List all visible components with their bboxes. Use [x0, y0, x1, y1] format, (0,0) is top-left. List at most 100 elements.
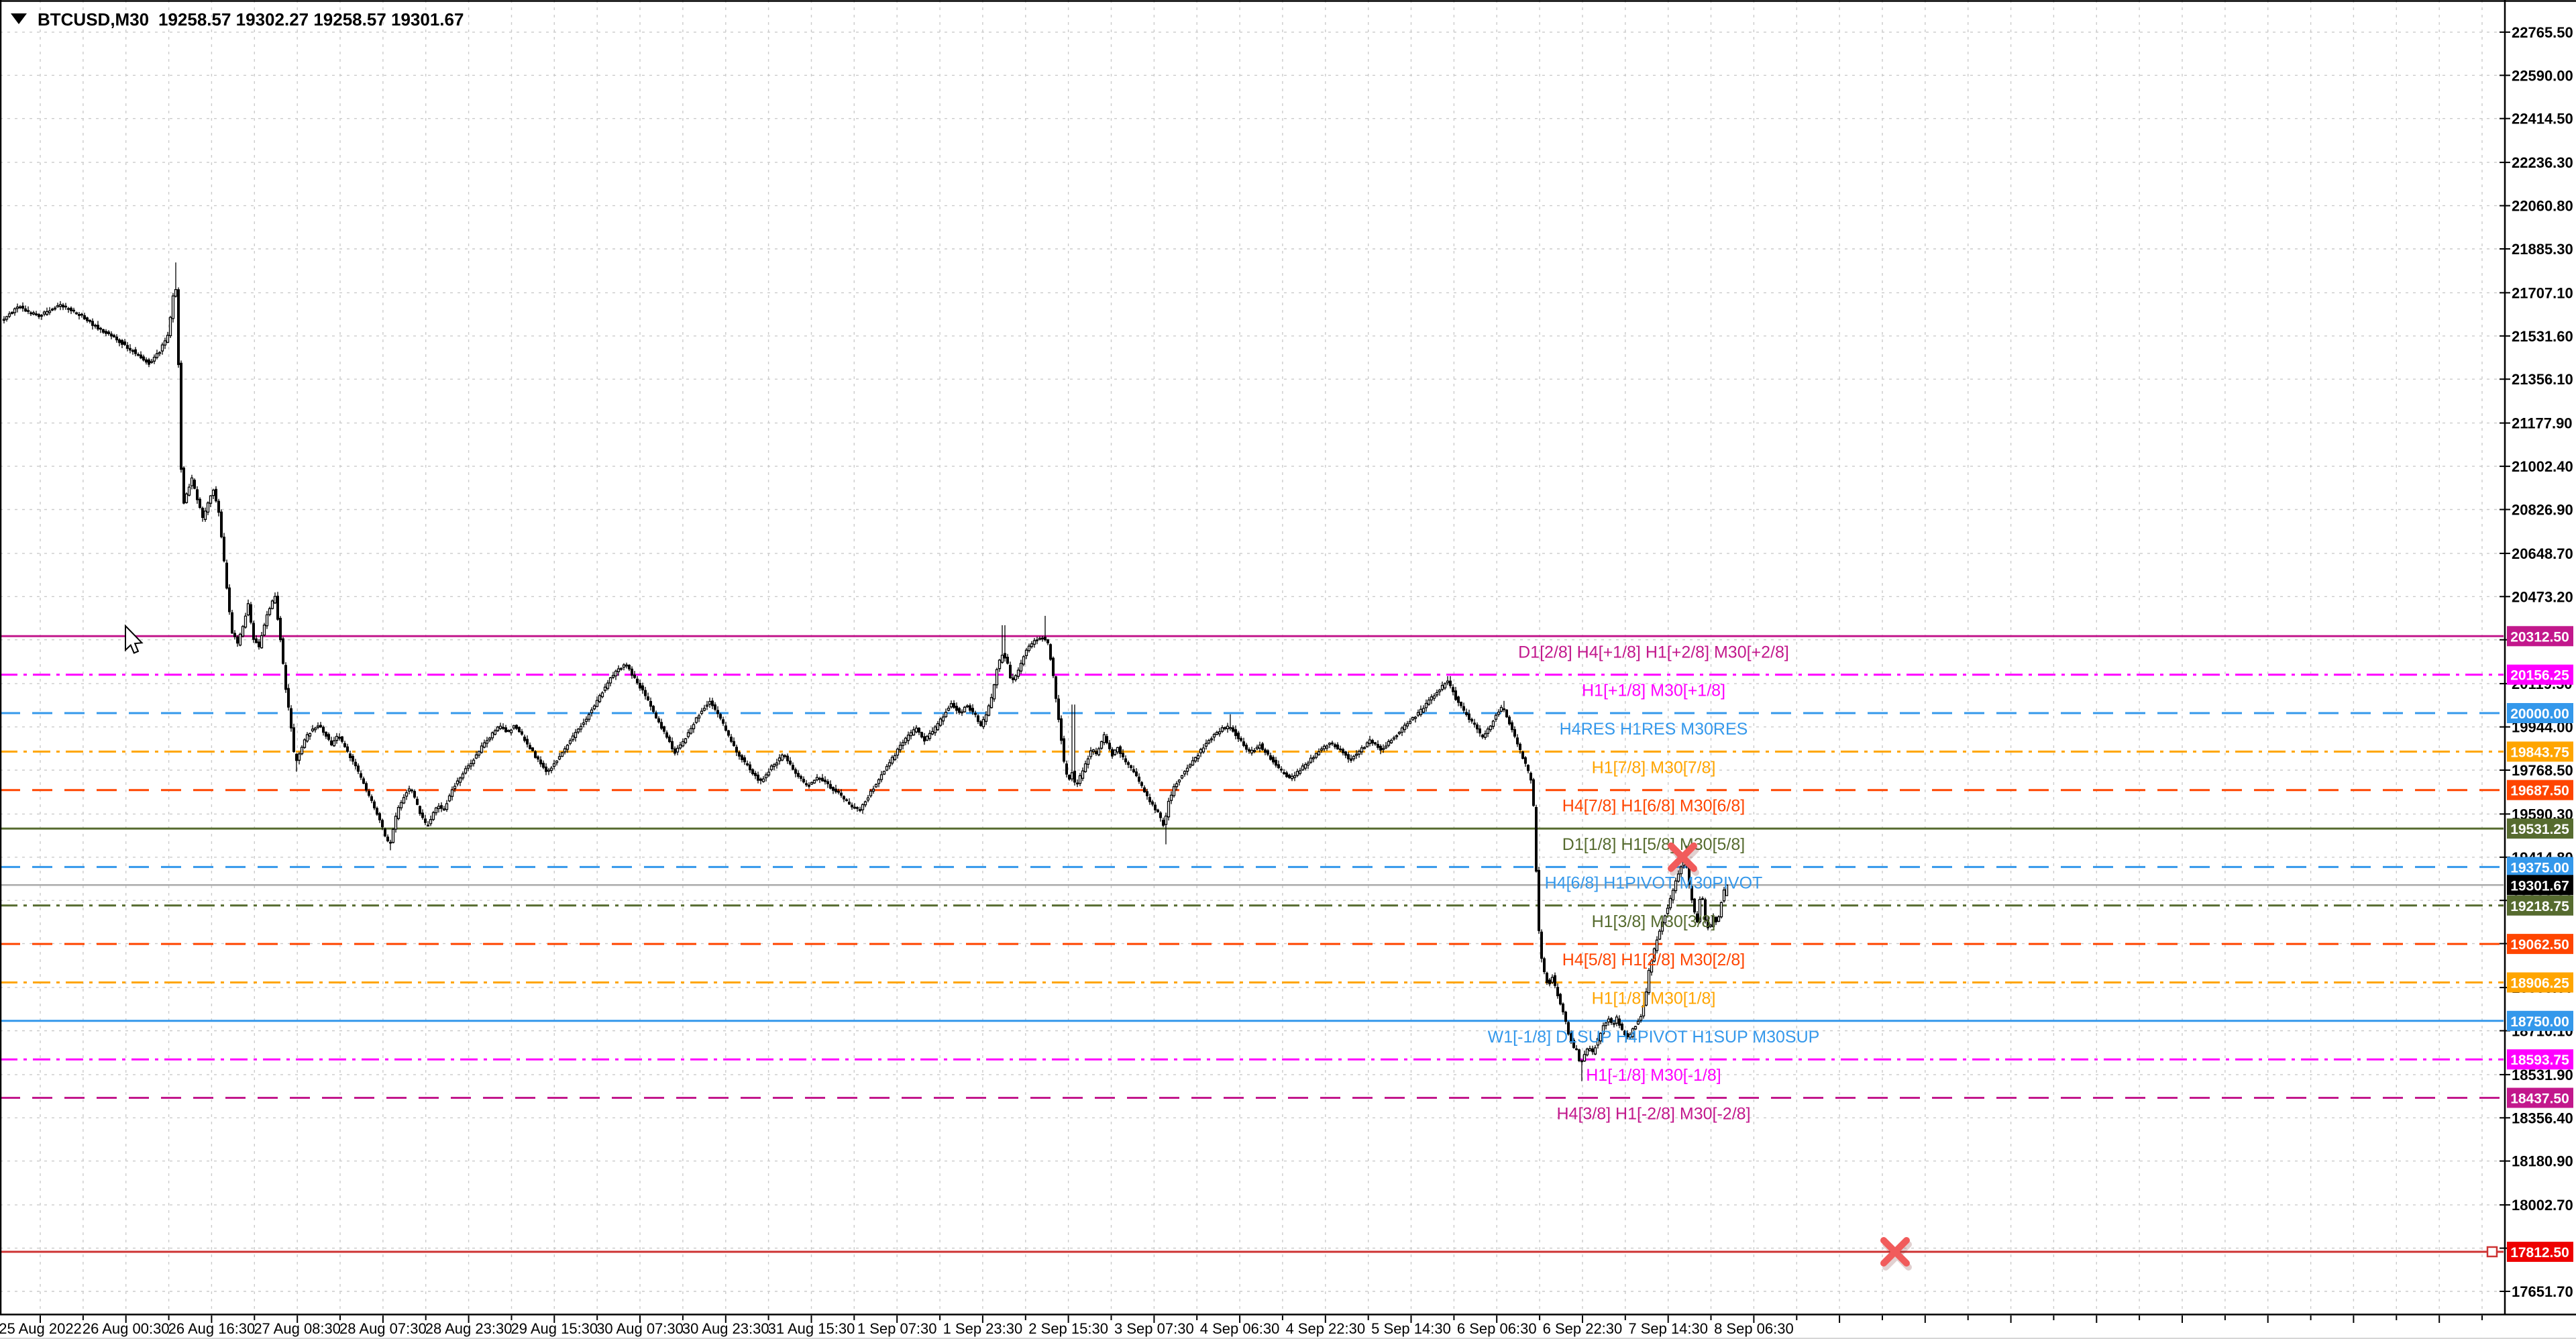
time-tick-label: 30 Aug 23:30	[682, 1320, 769, 1337]
time-tick-label: 1 Sep 23:30	[943, 1320, 1023, 1337]
price-tick-label: 20826.90	[2512, 501, 2573, 518]
time-tick-label: 5 Sep 14:30	[1371, 1320, 1451, 1337]
window-title: BTCUSD,M30 19258.57 19302.27 19258.57 19…	[11, 9, 464, 30]
price-badge	[2507, 934, 2573, 955]
price-badge-label: 17812.50	[2510, 1245, 2569, 1261]
level-label: H4[3/8] H1[-2/8] M30[-2/8]	[1556, 1105, 1750, 1124]
level-label: H4RES H1RES M30RES	[1560, 720, 1748, 739]
current-price-badge	[2507, 875, 2573, 896]
candlestick-series	[2, 262, 1729, 1081]
time-tick-label: 8 Sep 06:30	[1714, 1320, 1794, 1337]
price-badge	[2507, 895, 2573, 916]
time-tick-label: 28 Aug 07:30	[339, 1320, 427, 1337]
up-candle-bodies	[2, 288, 1729, 1062]
time-tick-label: 31 Aug 15:30	[768, 1320, 855, 1337]
level-label: H1[-1/8] M30[-1/8]	[1586, 1066, 1721, 1085]
level-label: W1[-1/8] D1SUP H4PIVOT H1SUP M30SUP	[1488, 1028, 1820, 1047]
price-tick-label: 21885.30	[2512, 241, 2573, 258]
time-tick-label: 7 Sep 14:30	[1628, 1320, 1708, 1337]
price-badge	[2507, 741, 2573, 762]
price-badge	[2507, 1049, 2573, 1070]
time-tick-label: 28 Aug 23:30	[425, 1320, 513, 1337]
current-price-label: 19301.67	[2510, 878, 2569, 894]
level-label: D1[1/8] H1[5/8] M30[5/8]	[1562, 835, 1745, 854]
price-badge-label: 18906.25	[2510, 975, 2569, 991]
price-tick-label: 20473.20	[2512, 588, 2573, 605]
time-tick-label: 30 Aug 07:30	[596, 1320, 684, 1337]
x-mark-stroke	[1668, 842, 1697, 872]
price-scale[interactable]: 22765.50 22590.00 22414.50 22236.30 22060.80…	[2500, 24, 2573, 1300]
price-tick-label: 18356.40	[2512, 1110, 2573, 1126]
time-tick-label: 6 Sep 22:30	[1543, 1320, 1623, 1337]
ohlc-readout: 19258.57 19302.27 19258.57 19301.67	[158, 9, 464, 30]
level-lines-layer	[0, 635, 2504, 1258]
price-badge	[2507, 1242, 2573, 1262]
level-labels-layer: D1[2/8] H4[+1/8] H1[+2/8] M30[+2/8] H1[+1…	[1488, 643, 1820, 1123]
level-label: H1[3/8] M30[3/8]	[1592, 912, 1716, 931]
price-badge-label: 19687.50	[2510, 784, 2569, 799]
price-badge-label: 18593.75	[2510, 1053, 2569, 1068]
price-tick-label: 19768.50	[2512, 762, 2573, 779]
level-label: H4[7/8] H1[6/8] M30[6/8]	[1562, 797, 1745, 816]
price-badge-label: 19843.75	[2510, 745, 2569, 760]
price-tick-label: 21002.40	[2512, 458, 2573, 475]
mouse-cursor-icon	[125, 624, 144, 654]
price-badge-label: 18750.00	[2510, 1014, 2569, 1030]
time-tick-label: 27 Aug 08:30	[254, 1320, 341, 1337]
price-tick-label: 22060.80	[2512, 198, 2573, 215]
oct-collapse-arrow-icon[interactable]	[11, 13, 27, 24]
price-tick-label: 21177.90	[2512, 415, 2573, 432]
time-tick-label: 1 Sep 07:30	[857, 1320, 937, 1337]
price-tick-label: 21356.10	[2512, 371, 2573, 388]
time-tick-label: 6 Sep 06:30	[1457, 1320, 1537, 1337]
price-badge	[2507, 1087, 2573, 1108]
level-label: H4[5/8] H1[2/8] M30[2/8]	[1562, 951, 1745, 969]
level-label: H1[+1/8] M30[+1/8]	[1582, 682, 1725, 700]
price-tick-label: 18180.90	[2512, 1153, 2573, 1170]
price-badge-label: 19218.75	[2510, 899, 2569, 914]
price-badge-label: 19531.25	[2510, 822, 2569, 837]
price-badge	[2507, 818, 2573, 839]
price-badge	[2507, 972, 2573, 993]
grid-path	[0, 0, 2504, 1314]
level-line-handle[interactable]	[2486, 1246, 2498, 1258]
price-tick-label: 22236.30	[2512, 154, 2573, 171]
time-tick-label: 3 Sep 07:30	[1114, 1320, 1194, 1337]
price-badge	[2507, 857, 2573, 877]
time-tick-label: 25 Aug 2022	[0, 1320, 82, 1337]
price-badge	[2507, 626, 2573, 647]
time-tick-label: 4 Sep 06:30	[1200, 1320, 1280, 1337]
price-tick-label: 22414.50	[2512, 111, 2573, 127]
down-candle-bodies	[19, 289, 1717, 1063]
price-tick-label: 21531.60	[2512, 328, 2573, 345]
time-tick-label: 26 Aug 16:30	[168, 1320, 256, 1337]
grid-lines	[0, 0, 2504, 1314]
x-mark-stroke	[1880, 1237, 1910, 1267]
object-marks-layer	[1668, 842, 1912, 1271]
level-label: H1[7/8] M30[7/8]	[1592, 758, 1716, 777]
price-badge	[2507, 703, 2573, 723]
price-badge	[2507, 1010, 2573, 1031]
time-tick-label: 26 Aug 00:30	[83, 1320, 170, 1337]
time-tick-label: 4 Sep 22:30	[1285, 1320, 1365, 1337]
price-tick-label: 21707.10	[2512, 284, 2573, 301]
price-tick-label: 22765.50	[2512, 24, 2573, 41]
symbol-period-title: BTCUSD,M30	[38, 9, 149, 30]
price-badge	[2507, 664, 2573, 685]
price-tick-label: 18002.70	[2512, 1197, 2573, 1214]
time-tick-label: 2 Sep 15:30	[1028, 1320, 1108, 1337]
price-badge-label: 20156.25	[2510, 668, 2569, 684]
x-mark-icon[interactable]	[1668, 842, 1699, 876]
level-label: H1[1/8] M30[1/8]	[1592, 989, 1716, 1008]
x-mark-icon[interactable]	[1880, 1237, 1912, 1271]
price-tick-label: 20648.70	[2512, 545, 2573, 562]
price-badge-label: 20000.00	[2510, 706, 2569, 722]
price-badge	[2507, 780, 2573, 800]
price-badge-label: 18437.50	[2510, 1091, 2569, 1107]
price-badge-label: 19375.00	[2510, 860, 2569, 875]
